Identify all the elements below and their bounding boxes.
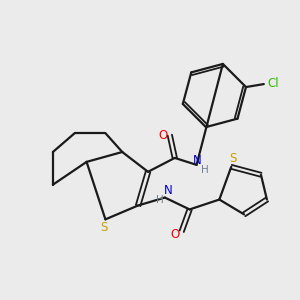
Text: Cl: Cl (267, 76, 278, 90)
Text: S: S (101, 221, 108, 234)
Text: O: O (170, 228, 179, 241)
Text: S: S (230, 152, 237, 165)
Text: H: H (156, 194, 164, 205)
Text: H: H (201, 165, 208, 175)
Text: O: O (158, 129, 167, 142)
Text: N: N (193, 154, 202, 167)
Text: N: N (164, 184, 172, 197)
